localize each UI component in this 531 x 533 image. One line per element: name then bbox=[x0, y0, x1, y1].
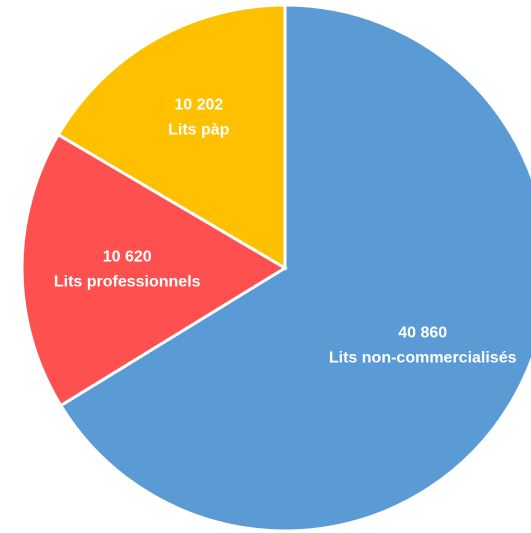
category-label: Lits non-commercialisés bbox=[329, 349, 517, 366]
pie-slice bbox=[56, 3, 287, 271]
value-label: 10 202 bbox=[174, 97, 223, 114]
pie-slice bbox=[58, 3, 531, 533]
category-label: Lits professionnels bbox=[54, 274, 201, 291]
value-label: 10 620 bbox=[103, 249, 152, 266]
value-label: 40 860 bbox=[398, 324, 447, 341]
category-label: Lits pàp bbox=[168, 122, 230, 139]
pie-slice bbox=[20, 132, 288, 408]
